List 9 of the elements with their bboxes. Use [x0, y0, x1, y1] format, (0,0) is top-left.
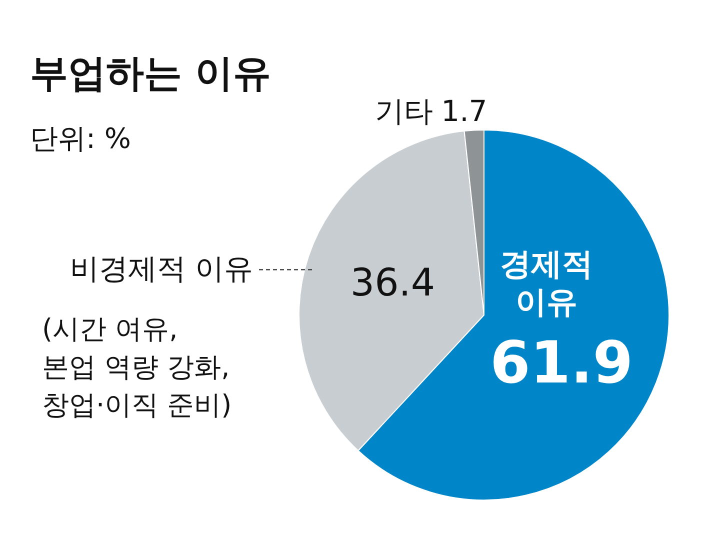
slice-label: 기타: [375, 94, 434, 128]
data-label: 61.9: [490, 328, 634, 396]
text: 단위: %: [30, 122, 131, 155]
data-label: 36.4: [350, 260, 435, 305]
slice-label: 비경제적 이유: [70, 252, 253, 286]
data-label: 1.7: [441, 94, 488, 128]
slice-label: 경제적 이유: [500, 246, 593, 320]
text: (시간 여유, 본업 역량 강화, 창업·이직 준비): [42, 314, 232, 421]
chart-title: 부업하는 이유: [30, 51, 272, 95]
